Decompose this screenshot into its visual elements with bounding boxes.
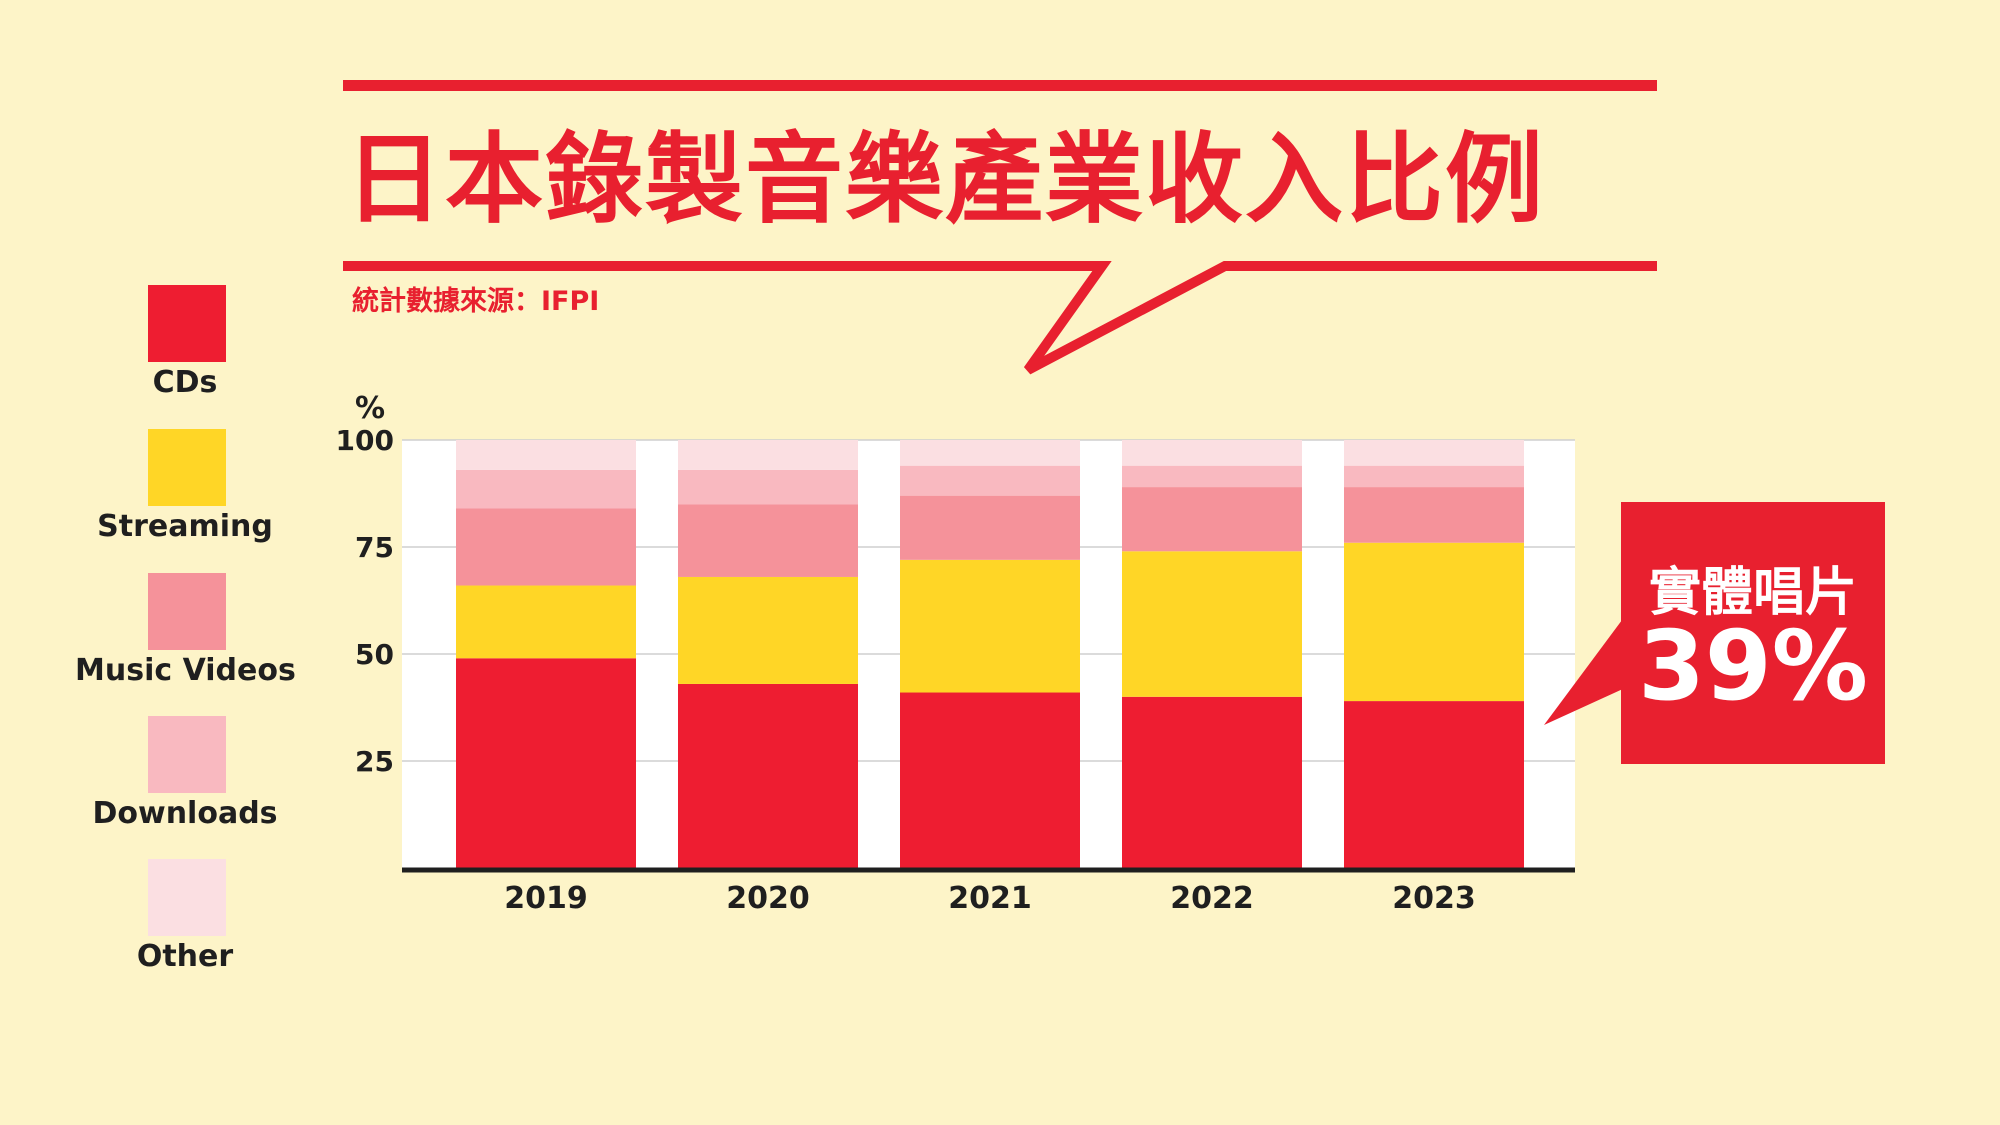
bar-2023-music-videos	[1344, 487, 1524, 543]
y-tick-label-75: 75	[355, 531, 394, 564]
bar-2021-cds	[900, 692, 1080, 868]
bar-2021-downloads	[900, 465, 1080, 496]
callout-value: 39%	[1638, 610, 1868, 722]
y-tick-label-50: 50	[355, 638, 394, 671]
bar-2021-streaming	[900, 559, 1080, 693]
y-tick-label-100: 100	[336, 424, 394, 457]
x-tick-label-2023: 2023	[1392, 881, 1476, 916]
title-top-rule	[343, 80, 1657, 91]
callout-box: 實體唱片 39%	[1621, 502, 1885, 764]
callout-pointer	[1544, 616, 1625, 725]
bar-2022-downloads	[1122, 465, 1302, 488]
bar-2022-cds	[1122, 696, 1302, 868]
legend-swatch-cds	[148, 285, 226, 362]
bar-2021-other	[900, 440, 1080, 466]
x-tick-label-2019: 2019	[504, 881, 588, 916]
y-axis-label: %	[355, 391, 385, 426]
bar-2022-music-videos	[1122, 487, 1302, 552]
bar-2019-downloads	[456, 469, 636, 509]
callout-label: 實體唱片	[1648, 563, 1857, 623]
page-title: 日本錄製音樂產業收入比例	[345, 123, 1546, 237]
bar-2021-music-videos	[900, 495, 1080, 560]
legend-label-cds: CDs	[152, 365, 218, 400]
bar-2020-streaming	[678, 576, 858, 684]
bar-2020-music-videos	[678, 504, 858, 577]
legend-label-downloads: Downloads	[92, 796, 278, 831]
legend-swatch-downloads	[148, 716, 226, 793]
y-tick-label-25: 25	[355, 745, 394, 778]
legend-label-streaming: Streaming	[97, 509, 273, 544]
x-tick-label-2021: 2021	[948, 881, 1032, 916]
legend-label-music-videos: Music Videos	[75, 653, 296, 688]
bar-2023-streaming	[1344, 542, 1524, 702]
legend-item-cds: CDs	[75, 285, 295, 425]
bar-2019-streaming	[456, 585, 636, 659]
x-tick-label-2020: 2020	[726, 881, 810, 916]
legend-label-other: Other	[136, 939, 234, 974]
source-note: 統計數據來源：IFPI	[352, 286, 600, 317]
legend-swatch-music-videos	[148, 573, 226, 650]
bar-2020-downloads	[678, 469, 858, 505]
bar-2023-other	[1344, 440, 1524, 466]
legend-item-other: Other	[75, 859, 295, 999]
speech-bubble-pointer	[343, 261, 1657, 375]
bar-2022-other	[1122, 440, 1302, 466]
bar-2019-cds	[456, 658, 636, 868]
bar-2023-downloads	[1344, 465, 1524, 488]
bar-2019-other	[456, 440, 636, 470]
legend-item-streaming: Streaming	[75, 429, 295, 569]
bar-2020-cds	[678, 683, 858, 868]
legend-item-music-videos: Music Videos	[75, 573, 296, 713]
legend-swatch-streaming	[148, 429, 226, 506]
bar-2019-music-videos	[456, 508, 636, 586]
legend-swatch-other	[148, 859, 226, 936]
bar-2023-cds	[1344, 701, 1524, 868]
bar-2022-streaming	[1122, 551, 1302, 697]
legend-item-downloads: Downloads	[75, 716, 295, 856]
bar-2020-other	[678, 440, 858, 470]
x-tick-label-2022: 2022	[1170, 881, 1254, 916]
